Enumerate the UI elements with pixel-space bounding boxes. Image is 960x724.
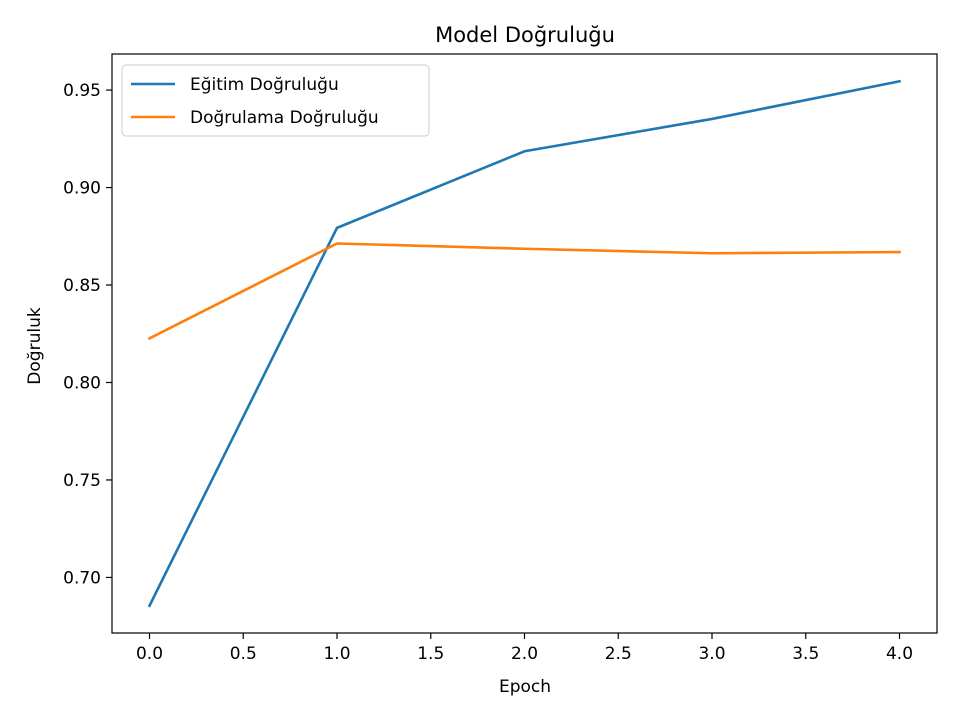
x-axis-label: Epoch: [499, 677, 551, 697]
x-tick-label: 2.5: [605, 644, 632, 664]
x-tick-label: 3.5: [792, 644, 819, 664]
x-tick-label: 1.5: [417, 644, 444, 664]
x-tick-label: 0.5: [230, 644, 257, 664]
x-tick-label: 4.0: [886, 644, 913, 664]
x-tick-label: 1.0: [323, 644, 350, 664]
x-tick-label: 0.0: [136, 644, 163, 664]
series-line-1: [147, 79, 902, 608]
legend-box: [121, 64, 430, 137]
plot-area: 0.0 0.5 1.0 1.5 2.0 2.5 3.0 3.5 4.0 0.70 0.75 0.80 0…: [63, 53, 938, 664]
x-tick-label: 3.0: [698, 644, 725, 664]
chart-title: Model Doğruluğu: [435, 23, 615, 47]
x-tick-label: 2.0: [511, 644, 538, 664]
legend-label-2: Doğrulama Doğruluğu: [190, 108, 379, 128]
y-tick-label: 0.95: [63, 81, 101, 101]
y-tick-label: 0.85: [63, 276, 101, 296]
y-axis-label: Doğruluk: [25, 307, 45, 385]
y-tick-label: 0.70: [63, 568, 101, 588]
series-line-2: [147, 242, 901, 341]
legend-label-1: Eğitim Doğruluğu: [190, 75, 339, 95]
y-tick-label: 0.80: [63, 373, 101, 393]
y-tick-label: 0.90: [63, 179, 101, 199]
chart-legend: Eğitim Doğruluğu Doğrulama Doğruluğu: [121, 64, 430, 137]
y-tick-label: 0.75: [63, 471, 101, 491]
